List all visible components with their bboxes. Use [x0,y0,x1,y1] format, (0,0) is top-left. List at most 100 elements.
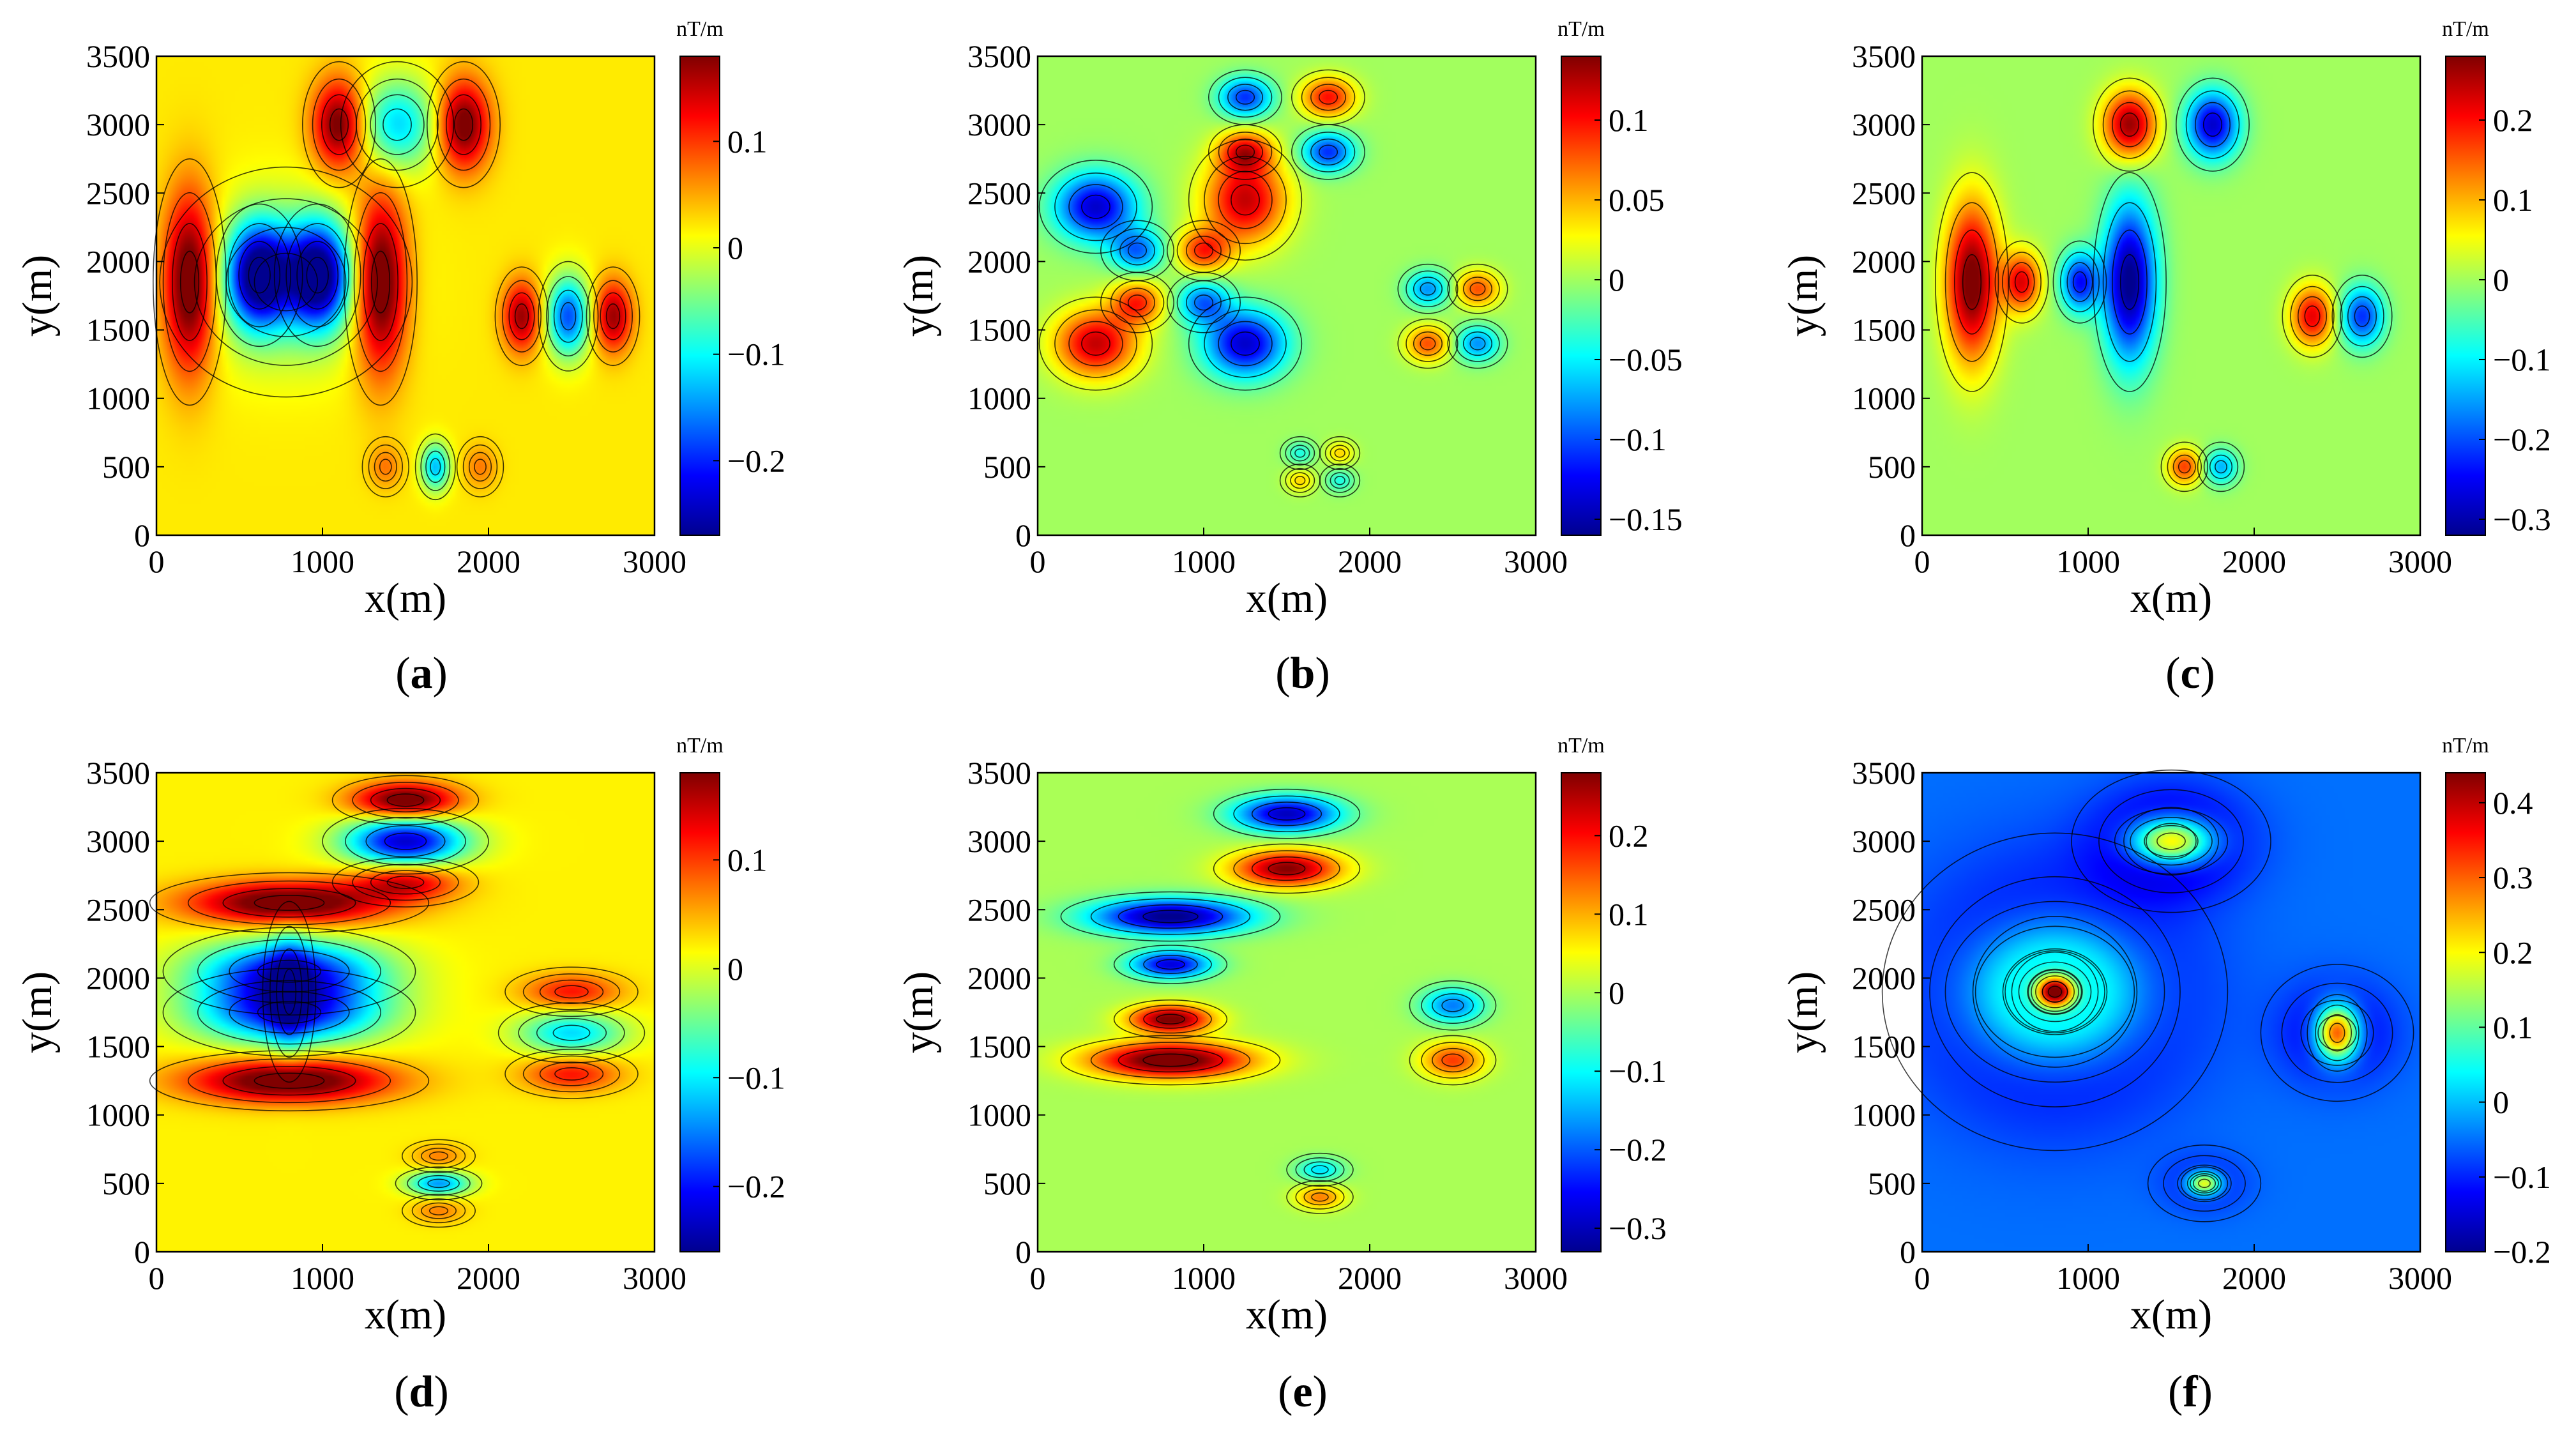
contour-e-6 [1432,993,1474,1018]
contour-a-1 [370,250,391,314]
y-tick-label-b: 2500 [967,175,1031,211]
contour-a-3 [285,223,350,328]
contour-a-0 [179,250,200,314]
y-tick-label-d: 3500 [86,755,150,791]
x-tick-label-c: 1000 [2056,544,2120,579]
contour-b-11 [1227,138,1263,166]
contour-a-10 [560,301,577,331]
colorbar-tick-label-b: 0.1 [1609,102,1649,138]
contour-b-17 [1319,436,1361,470]
contour-b-1 [1127,242,1148,259]
contour-e-0 [1090,898,1251,935]
contour-f-1 [1974,925,2135,1058]
contour-b-7 [1167,271,1241,333]
contour-c-1 [2014,271,2029,293]
contour-f-8 [2190,1173,2219,1194]
contour-f-7 [2315,1004,2360,1061]
contour-e-0 [1060,891,1281,942]
contour-a-9 [586,266,640,367]
contour-d-13 [428,1206,449,1215]
contour-b-8 [1227,84,1263,111]
contour-f-9 [2198,1178,2211,1189]
contour-d-12 [427,1178,450,1189]
contour-d-4 [262,901,317,1083]
x-tick-label-d: 2000 [457,1260,520,1296]
contour-c-2 [2066,262,2093,302]
x-tick-label-a: 1000 [291,544,354,579]
contour-f-6 [2281,982,2393,1083]
contour-d-7 [352,863,459,901]
contour-d-2 [197,980,382,1045]
y-axis-label-d: y(m) [14,971,61,1053]
contour-a-13 [425,450,446,483]
contour-d-1 [222,1065,356,1096]
x-tick-label-b: 3000 [1504,544,1568,579]
x-tick-label-d: 1000 [291,1260,354,1296]
contour-b-9 [1310,84,1346,111]
contour-e-9 [1303,1189,1337,1206]
contour-f-1 [2002,948,2108,1035]
colorbar-tick-label-c: −0.2 [2493,422,2551,457]
y-axis-label-f: y(m) [1780,971,1826,1053]
y-tick-label-d: 1000 [86,1097,150,1133]
y-tick-label-c: 500 [1868,449,1916,485]
contour-b-14 [1447,318,1508,369]
contour-f-1 [1944,901,2165,1083]
contour-d-9 [497,1002,646,1064]
y-axis-label-e: y(m) [895,971,942,1053]
contour-e-3 [1060,1035,1281,1086]
contour-b-5 [1127,294,1148,311]
contour-b-5 [1119,287,1155,317]
contour-e-5 [1213,843,1361,894]
x-tick-label-a: 3000 [623,544,686,579]
y-axis-label-c: y(m) [1780,255,1826,337]
heatmap-image-f [1922,773,2420,1252]
contour-b-19 [1285,468,1315,493]
contour-a-13 [420,442,451,491]
contour-d-2 [162,968,416,1057]
contour-f-4 [2098,789,2244,894]
contour-c-5 [2176,77,2250,172]
contour-a-9 [593,280,633,353]
contour-b-3 [1186,236,1222,266]
colorbar-unit-c: nT/m [2442,17,2489,41]
contour-f-3 [2035,975,2075,1008]
contour-d-11 [421,1147,457,1165]
colorbar-tick-label-a: 0.1 [727,123,768,159]
contour-c-9 [2209,454,2233,479]
contour-a-1 [363,223,398,341]
contour-d-4 [276,948,303,1035]
contour-f-1 [2027,968,2083,1015]
contour-d-12 [395,1166,483,1201]
contour-c-6 [2297,296,2328,337]
y-tick-label-a: 3000 [86,107,150,142]
contour-c-2 [2072,271,2087,293]
plot-frame-e [1036,772,1537,1253]
contour-c-9 [2215,460,2227,474]
x-tick-label-d: 3000 [623,1260,686,1296]
contour-c-9 [2203,448,2239,485]
contour-e-6 [1421,987,1485,1024]
contour-d-2 [257,1001,322,1024]
contour-a-2 [238,241,281,310]
contour-d-3 [257,959,322,983]
contour-b-14 [1469,337,1486,351]
contour-f-9 [2180,1166,2229,1201]
contour-c-3 [2093,172,2167,392]
contour-e-0 [1142,909,1199,924]
contour-f-5 [2156,832,2186,850]
contour-c-5 [2185,90,2240,159]
colorbar-tick-label-b: 0 [1609,262,1625,298]
y-axis-label-a: y(m) [14,255,61,337]
contour-d-10 [539,1061,604,1086]
contour-c-7 [2347,296,2377,337]
contour-c-1 [2002,252,2042,312]
contour-a-11 [361,436,409,498]
contour-b-6 [1188,296,1303,391]
contour-d-9 [552,1024,591,1041]
contour-a-7 [370,94,425,155]
contour-a-5 [301,61,376,188]
colorbar-tick-label-e: 0.1 [1609,896,1649,932]
y-tick-label-b: 500 [983,449,1031,485]
x-tick-label-e: 0 [1030,1260,1046,1296]
